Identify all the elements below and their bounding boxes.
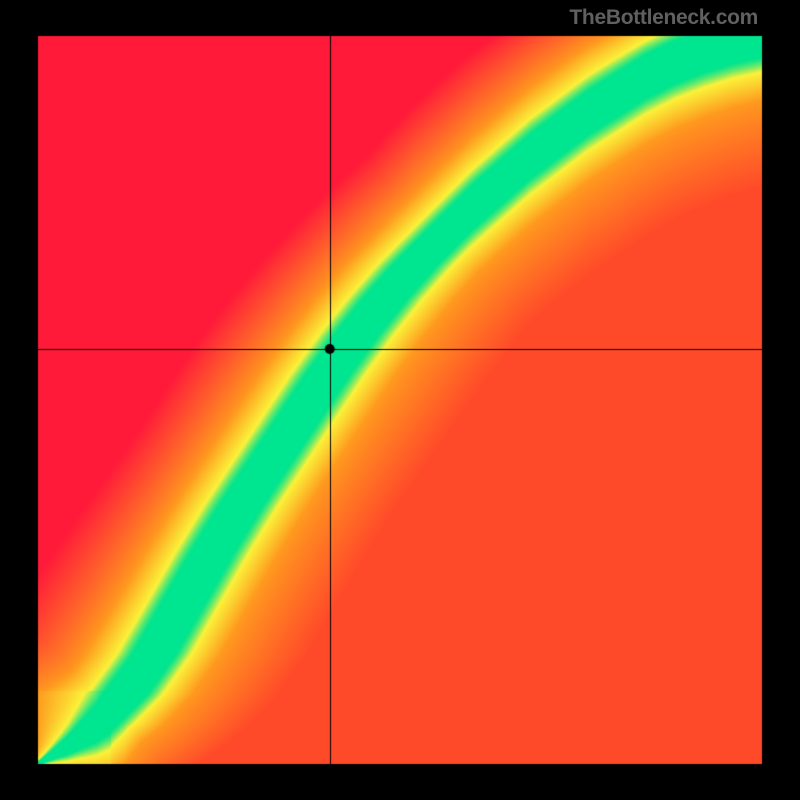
watermark-text: TheBottleneck.com [569,6,758,30]
bottleneck-heatmap [0,0,800,800]
chart-container: TheBottleneck.com [0,0,800,800]
